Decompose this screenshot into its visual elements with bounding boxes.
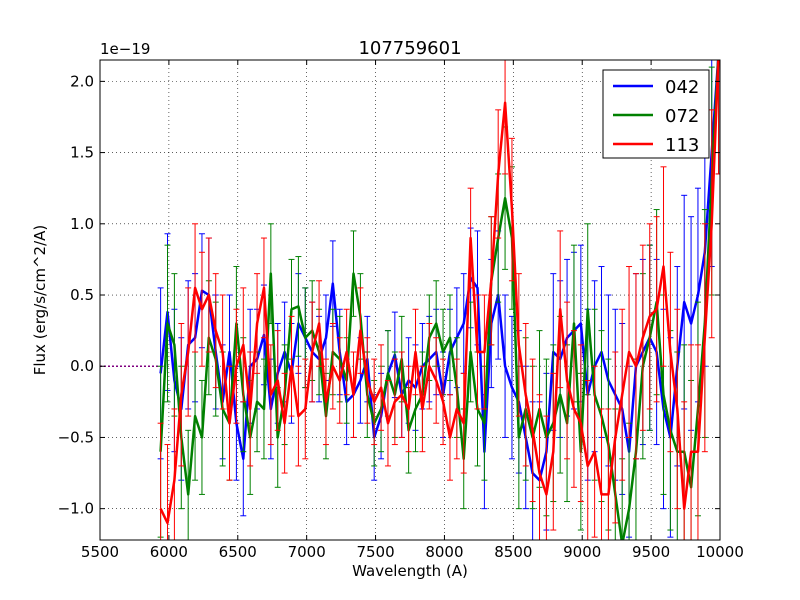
x-tick-label: 9500 — [632, 543, 670, 561]
y-tick-label: 2.0 — [70, 72, 94, 90]
legend: 042 072 113 — [602, 69, 710, 159]
y-tick-label: 1.0 — [70, 215, 94, 233]
series-line-072 — [159, 60, 720, 540]
x-tick-label: 7500 — [356, 543, 394, 561]
x-axis-title: Wavelength (A) — [352, 562, 468, 580]
plot-frame — [99, 59, 721, 541]
x-tick-label: 5500 — [81, 543, 119, 561]
y-tick-label: −1.0 — [58, 500, 94, 518]
y-tick-label: −0.5 — [58, 428, 94, 446]
series-line-113 — [159, 60, 720, 525]
legend-label-113: 113 — [665, 135, 699, 156]
y-tick-label: 1.5 — [70, 144, 94, 162]
legend-label-072: 072 — [665, 106, 699, 127]
x-tick-label: 8500 — [494, 543, 532, 561]
y-tick-label: 0.5 — [70, 286, 94, 304]
series-113 — [157, 60, 720, 540]
x-tick-label: 6500 — [219, 543, 257, 561]
legend-label-042: 042 — [665, 77, 699, 98]
x-tick-label: 7000 — [288, 543, 326, 561]
y-offset-label: 1e−19 — [100, 40, 150, 58]
chart-title: 107759601 — [358, 38, 461, 59]
x-tick-label: 10000 — [696, 543, 744, 561]
y-tick-label: 0.0 — [70, 357, 94, 375]
x-tick-label: 8000 — [425, 543, 463, 561]
series-group — [157, 60, 720, 540]
y-axis-title: Flux (erg/s/cm^2/A) — [31, 225, 49, 376]
axis-ticks: 5500 6000 6500 7000 7500 8000 8500 9000 9500 1000… — [58, 60, 744, 561]
x-tick-label: 6000 — [150, 543, 188, 561]
x-tick-label: 9000 — [563, 543, 601, 561]
